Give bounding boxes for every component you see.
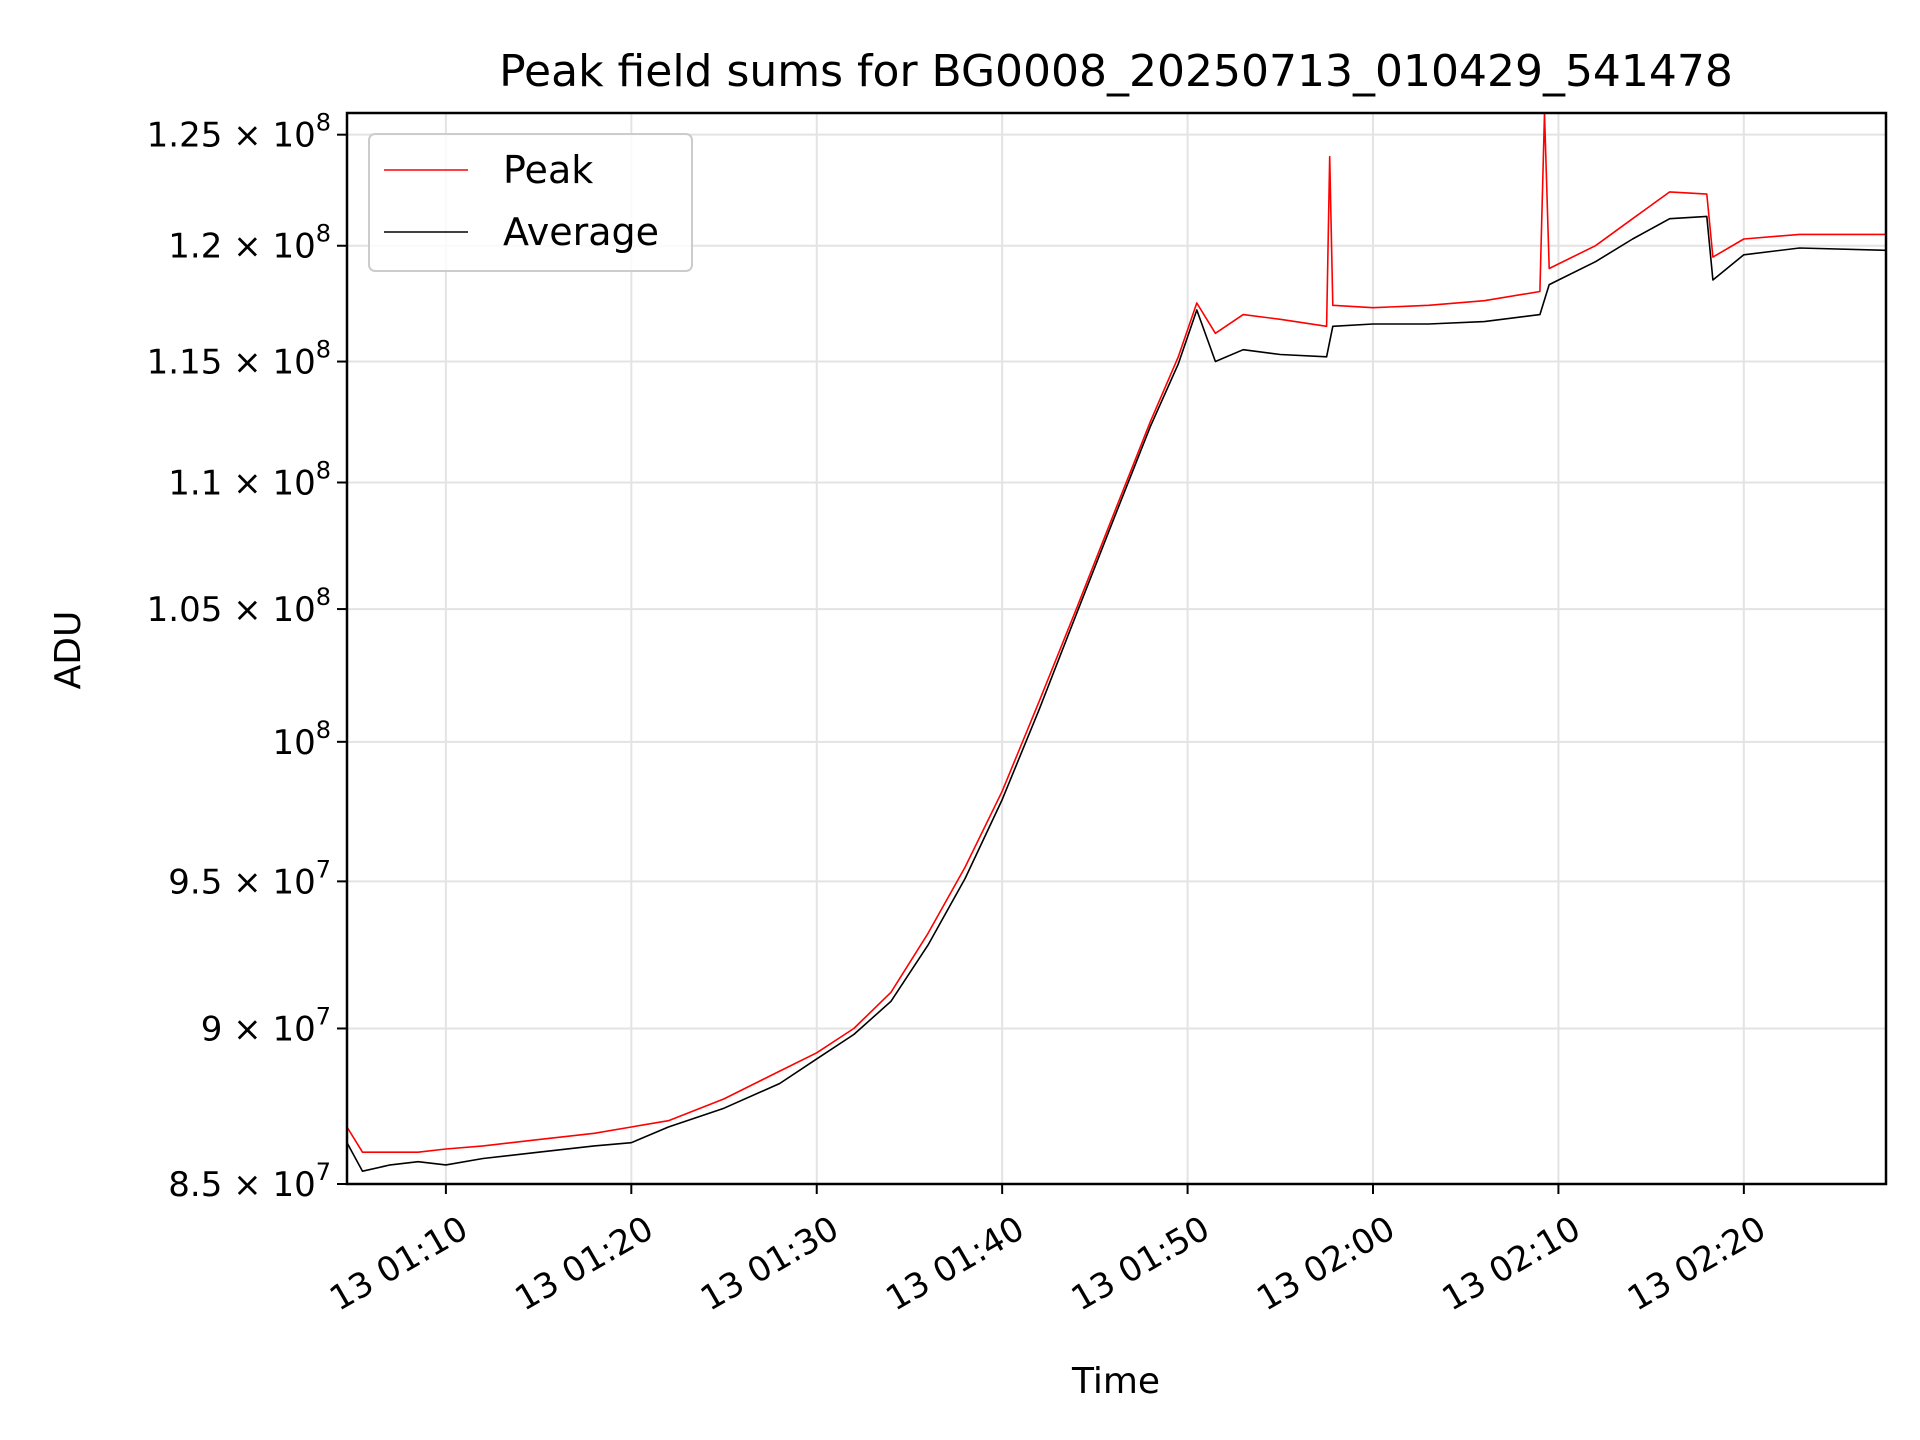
y-tick-label: 1.2 × 108	[168, 220, 331, 267]
series-layer	[346, 112, 1887, 1172]
y-tick-label: 1.05 × 108	[147, 583, 331, 630]
y-tick-label: 108	[272, 716, 331, 763]
y-tick-label: 9 × 107	[201, 1002, 331, 1049]
chart-title: Peak field sums for BG0008_20250713_0104…	[499, 46, 1733, 97]
y-tick-label: 1.1 × 108	[168, 456, 331, 503]
y-tick-label: 1.15 × 108	[147, 336, 331, 383]
legend-label-peak: Peak	[503, 148, 593, 192]
legend: Peak Average	[368, 133, 693, 272]
legend-box	[368, 133, 693, 272]
series-line-average	[346, 215, 1887, 1172]
y-axis-label: ADU	[48, 611, 89, 690]
x-axis-label: Time	[1071, 1361, 1160, 1402]
y-tick-label: 9.5 × 107	[168, 855, 331, 902]
legend-label-average: Average	[503, 210, 659, 254]
grid-layer	[347, 113, 1886, 1185]
y-tick-label: 8.5 × 107	[168, 1158, 331, 1205]
y-tick-label: 1.25 × 108	[147, 109, 331, 156]
series-line-peak	[346, 112, 1886, 1153]
plot-frame	[345, 111, 1888, 1186]
